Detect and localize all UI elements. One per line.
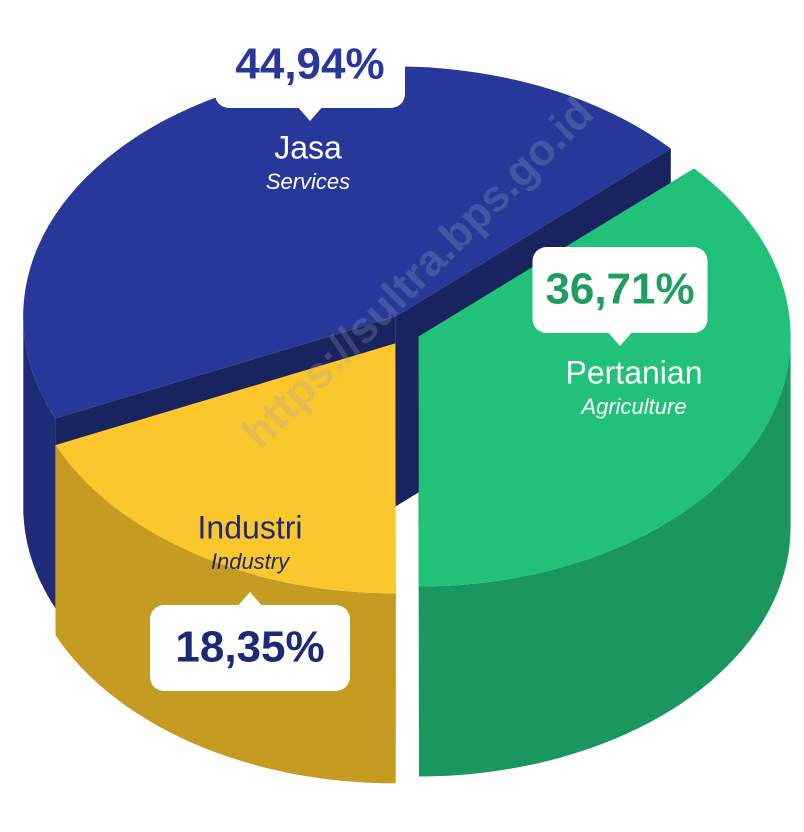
value-label: 18,35% <box>175 623 324 672</box>
category-label-en: Agriculture <box>579 394 686 419</box>
chart: https://sultra.bps.go.id 44,94%JasaServi… <box>0 0 804 832</box>
value-label: 44,94% <box>235 40 384 89</box>
pie <box>23 66 790 783</box>
category-label: Jasa <box>274 129 342 165</box>
category-label-en: Services <box>266 169 350 194</box>
category-label: Pertanian <box>566 354 703 390</box>
value-label: 36,71% <box>545 265 694 314</box>
category-label: Industri <box>198 509 303 545</box>
category-label-en: Industry <box>211 549 291 574</box>
